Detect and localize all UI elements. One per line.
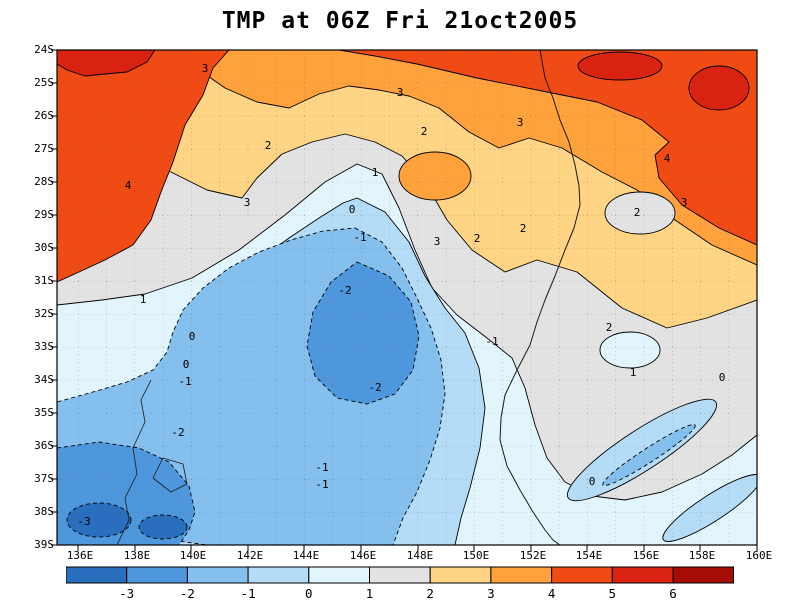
y-axis-tick-label: 24S (34, 43, 54, 56)
colorbar-segment (247, 566, 310, 584)
x-axis-tick-label: 150E (462, 549, 490, 562)
y-axis-tick-label: 25S (34, 76, 54, 89)
y-axis-tick-label: 33S (34, 340, 54, 353)
contour-label: 0 (189, 330, 196, 343)
contour-label: 3 (397, 86, 404, 99)
contour-label: -1 (353, 231, 366, 244)
y-axis-tick-label: 35S (34, 406, 54, 419)
x-axis-tick-label: 146E (349, 549, 377, 562)
contour-label: 0 (589, 475, 596, 488)
x-axis-tick-label: 138E (123, 549, 151, 562)
x-axis-tick-label: 160E (745, 549, 773, 562)
x-axis-tick-label: 136E (66, 549, 94, 562)
colorbar-tick-label: 3 (487, 586, 495, 600)
colorbar-tick-label: 0 (305, 586, 313, 600)
contour-map: 3 3 2 3 2 4 1 4 0 3 2 3 -1 3 2 2 -2 1 2 … (57, 50, 757, 545)
colorbar-segment (369, 566, 431, 584)
y-axis-tick-label: 36S (34, 439, 54, 452)
contour-label: 2 (474, 232, 481, 245)
colorbar-segment (429, 566, 492, 584)
colorbar-tick-label: 5 (609, 586, 617, 600)
y-axis-tick-label: 37S (34, 472, 54, 485)
contour-label: 2 (421, 125, 428, 138)
colorbar-tick-label: 4 (548, 586, 556, 600)
colorbar-segment (308, 566, 371, 584)
contour-label: -2 (368, 381, 381, 394)
colorbar-tick-label: -2 (180, 586, 195, 600)
contour-label: -3 (77, 515, 90, 528)
y-axis-tick-label: 30S (34, 241, 54, 254)
x-axis-tick-label: 154E (575, 549, 603, 562)
contour-label: -2 (338, 284, 351, 297)
y-axis-tick-label: 34S (34, 373, 54, 386)
colorbar-tick-label: 6 (669, 586, 677, 600)
x-axis-tick-label: 148E (406, 549, 434, 562)
graticule-grid (57, 50, 757, 545)
colorbar-tick-label: 1 (366, 586, 374, 600)
y-axis-tick-label: 29S (34, 208, 54, 221)
contour-label: 2 (634, 206, 641, 219)
contour-label: 3 (202, 62, 209, 75)
contour-label: 0 (183, 358, 190, 371)
x-axis-tick-label: 144E (292, 549, 320, 562)
colorbar-segment (126, 566, 188, 584)
contour-label: 3 (517, 116, 524, 129)
contour-label: 0 (719, 371, 726, 384)
contour-label: -1 (178, 375, 191, 388)
contour-label: 1 (630, 366, 637, 379)
contour-label: 3 (434, 235, 441, 248)
contour-label: -1 (315, 478, 328, 491)
contour-label: 0 (349, 203, 356, 216)
colorbar-tick-label: -1 (241, 586, 256, 600)
colorbar-segment (490, 566, 553, 584)
contour-label: 1 (372, 166, 379, 179)
y-axis-tick-label: 32S (34, 307, 54, 320)
y-axis-tick-label: 27S (34, 142, 54, 155)
y-axis-tick-label: 38S (34, 505, 54, 518)
colorbar-tick-label: 2 (426, 586, 434, 600)
colorbar-segment (66, 566, 128, 584)
x-axis-tick-label: 158E (688, 549, 716, 562)
contour-label: 2 (606, 321, 613, 334)
y-axis-tick-label: 28S (34, 175, 54, 188)
contour-label: 2 (265, 139, 272, 152)
y-axis-tick-label: 39S (34, 538, 54, 551)
colorbar: -3 -2 -1 0 1 2 3 4 5 6 (66, 566, 734, 600)
x-axis-tick-label: 140E (179, 549, 207, 562)
x-axis-tick-label: 156E (632, 549, 660, 562)
contour-label: 4 (664, 152, 671, 165)
x-axis-tick-label: 152E (519, 549, 547, 562)
y-axis-tick-label: 26S (34, 109, 54, 122)
contour-label: 3 (244, 196, 251, 209)
contour-label: 2 (520, 222, 527, 235)
contour-label: -1 (315, 461, 328, 474)
contour-label: 4 (125, 179, 132, 192)
colorbar-segment (551, 566, 613, 584)
contour-label: -1 (485, 335, 498, 348)
colorbar-segment (672, 566, 734, 584)
chart-title: TMP at 06Z Fri 21oct2005 (221, 8, 579, 34)
colorbar-segment (611, 566, 674, 584)
y-axis-tick-label: 31S (34, 274, 54, 287)
colorbar-tick-label: -3 (119, 586, 134, 600)
contour-label: 3 (681, 196, 688, 209)
contour-label: -2 (171, 426, 184, 439)
colorbar-segment (186, 566, 249, 584)
x-axis-tick-label: 142E (236, 549, 264, 562)
contour-label: 1 (140, 293, 147, 306)
